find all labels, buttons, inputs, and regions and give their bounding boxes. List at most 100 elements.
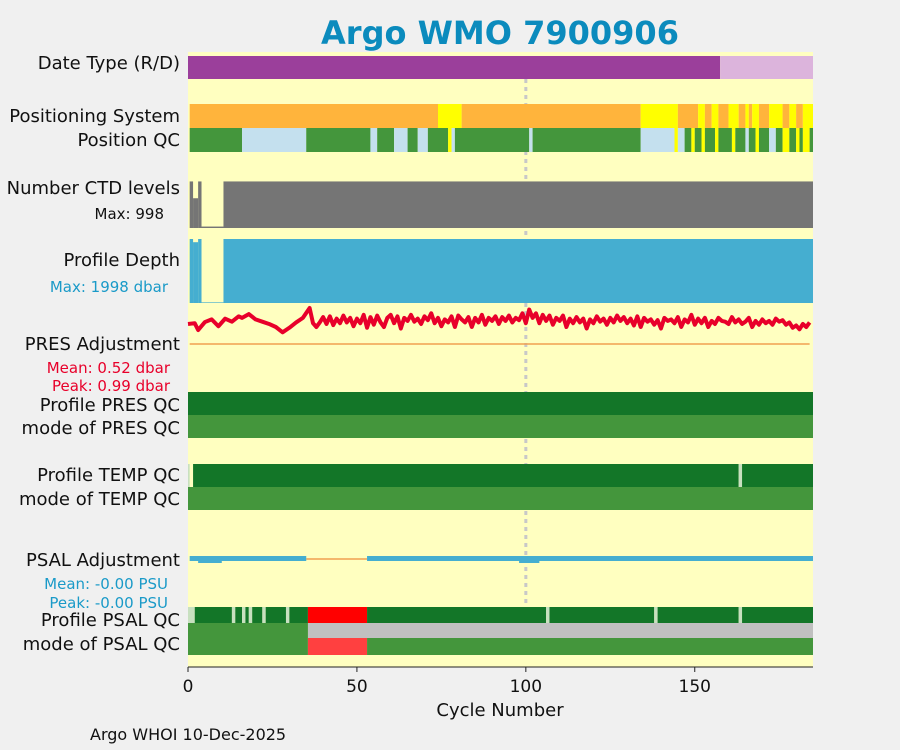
profile-psal-qc-segment: [307, 607, 368, 623]
profile-psal-qc-segment: [265, 607, 286, 623]
mode-pres-qc-segment: [188, 415, 813, 438]
positioning-system-segment: [711, 104, 719, 128]
position-qc-segment: [684, 128, 692, 152]
position-qc-segment: [532, 128, 641, 152]
profile-psal-qc-segment: [367, 607, 547, 623]
position-qc-segment: [189, 128, 243, 152]
ctd-levels-bar: [198, 181, 202, 228]
psal-adjustment-dip: [519, 558, 540, 563]
plot-area: [188, 52, 813, 667]
position-qc-segment: [731, 128, 736, 152]
profile-psal-qc-segment: [242, 607, 246, 623]
positioning-system-segment: [738, 104, 746, 128]
psal-adjustment-line: [189, 556, 307, 561]
label-mode-temp-qc: mode of TEMP QC: [19, 489, 180, 510]
position-qc-segment: [674, 128, 678, 152]
mode-psal-qc-segment: [367, 638, 813, 655]
chart-title: Argo WMO 7900906: [321, 14, 679, 52]
profile-psal-qc-segment: [289, 607, 308, 623]
position-qc-segment: [799, 128, 803, 152]
mode-psal-qc-segment: [307, 638, 368, 655]
position-qc-segment: [802, 128, 810, 152]
label-ctd-levels: Number CTD levels: [7, 178, 180, 199]
positioning-system-segment: [748, 104, 753, 128]
positioning-system-segment: [758, 104, 770, 128]
position-qc-segment: [448, 128, 452, 152]
position-qc-segment: [377, 128, 395, 152]
position-qc-segment: [242, 128, 307, 152]
label-psal-adjustment: PSAL Adjustment: [26, 550, 180, 571]
positioning-system-segment: [189, 104, 438, 128]
psal-peak-text: Peak: -0.00 PSU: [49, 594, 168, 612]
ctd-levels-bar: [189, 181, 194, 228]
profile-depth-bar: [201, 302, 224, 303]
positioning-system-segment: [789, 104, 797, 128]
positioning-system-segment: [640, 104, 678, 128]
positioning-system-segment: [769, 104, 783, 128]
footer-text: Argo WHOI 10-Dec-2025: [90, 725, 286, 744]
positioning-system-segment: [802, 104, 813, 128]
position-qc-segment: [454, 128, 530, 152]
profile-psal-qc-segment: [738, 607, 743, 623]
label-profile-temp-qc: Profile TEMP QC: [37, 465, 180, 486]
label-profile-psal-qc: Profile PSAL QC: [41, 610, 180, 631]
label-position-qc: Position QC: [77, 130, 180, 151]
position-qc-segment: [755, 128, 759, 152]
position-qc-segment: [407, 128, 418, 152]
x-tick-label: 150: [679, 677, 711, 697]
label-profile-depth: Profile Depth: [63, 250, 180, 271]
profile-depth-bar: [198, 239, 202, 303]
position-qc-segment: [691, 128, 695, 152]
ctd-levels-bar: [201, 226, 224, 228]
profile-psal-qc-segment: [231, 607, 236, 623]
profile-depth-bar: [193, 242, 199, 303]
x-axis: 0 50 100 150: [183, 666, 813, 697]
profile-depth-bar: [189, 239, 194, 303]
position-qc-segment: [735, 128, 746, 152]
label-mode-psal-qc: mode of PSAL QC: [23, 634, 180, 655]
pres-adjustment-line: [187, 306, 812, 335]
position-qc-segment: [306, 128, 371, 152]
date-type-segment: [188, 56, 721, 79]
profile-psal-qc-segment: [194, 607, 232, 623]
profile-psal-qc-segment: [546, 607, 550, 623]
mode-psal-qc-upper-segment: [188, 623, 308, 638]
profile-psal-qc-segment: [742, 607, 813, 623]
label-mode-pres-qc: mode of PRES QC: [22, 418, 180, 439]
profile-psal-qc-segment: [549, 607, 655, 623]
mode-temp-qc-segment: [188, 487, 813, 510]
position-qc-segment: [796, 128, 800, 152]
position-qc-segment: [769, 128, 776, 152]
position-qc-segment: [451, 128, 455, 152]
positioning-system-segment: [728, 104, 739, 128]
position-qc-segment: [701, 128, 705, 152]
position-qc-segment: [529, 128, 533, 152]
psal-adjustment-dip: [198, 558, 222, 563]
profile-psal-qc-segment: [245, 607, 249, 623]
ctd-levels-bar: [223, 181, 814, 228]
psal-adjustment-line: [367, 556, 813, 561]
position-qc-segment: [394, 128, 408, 152]
profile-psal-qc-segment: [285, 607, 290, 623]
x-tick-label: 100: [510, 677, 542, 697]
position-qc-segment: [758, 128, 770, 152]
label-positioning-system: Positioning System: [9, 106, 180, 127]
x-tick-label: 0: [183, 677, 194, 697]
positioning-system-segment: [677, 104, 699, 128]
position-qc-segment: [704, 128, 716, 152]
positioning-system-segment: [718, 104, 729, 128]
label-pres-adjustment: PRES Adjustment: [25, 334, 180, 355]
positioning-system-segment: [782, 104, 790, 128]
positioning-system-segment: [796, 104, 803, 128]
position-qc-segment: [715, 128, 719, 152]
profile-psal-qc-segment: [654, 607, 658, 623]
x-tick-label: 50: [346, 677, 368, 697]
profile-psal-qc-segment: [235, 607, 243, 623]
position-qc-segment: [775, 128, 783, 152]
profile-psal-qc-segment: [252, 607, 263, 623]
profile-temp-qc-segment: [738, 464, 743, 487]
mode-psal-qc-upper-segment: [307, 623, 813, 638]
position-qc-segment: [694, 128, 702, 152]
profile-psal-qc-segment: [188, 607, 195, 623]
